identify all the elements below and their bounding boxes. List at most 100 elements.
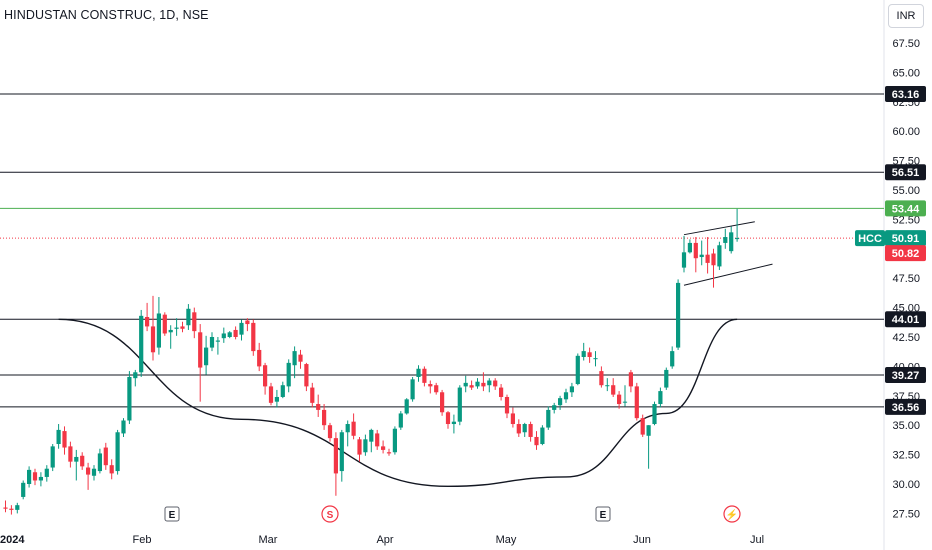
candle-body <box>274 396 279 402</box>
candle-body <box>74 456 79 462</box>
candle-body <box>481 382 486 387</box>
candle-body <box>310 387 315 403</box>
candle-body <box>516 424 521 434</box>
candle-body <box>121 420 126 434</box>
candle-body <box>552 405 557 410</box>
candle-body <box>622 401 628 403</box>
candle-body <box>86 467 91 475</box>
candle-body <box>80 455 85 467</box>
candle-body <box>97 453 102 472</box>
channel-upper-line <box>683 221 755 236</box>
time-tick-label: Jul <box>750 534 764 546</box>
price-tick-label: 27.50 <box>892 508 920 520</box>
earnings-feb-letter: E <box>169 510 176 521</box>
candle-body <box>327 425 333 439</box>
candle-body <box>62 431 67 448</box>
candle-body <box>204 347 209 366</box>
candle-body <box>115 432 120 472</box>
split-mar-marker[interactable]: S <box>321 505 339 523</box>
candle-body <box>717 245 722 267</box>
level-label-resistance-56-box <box>885 164 926 181</box>
candle-body <box>239 322 244 335</box>
candle-body <box>528 424 533 437</box>
candle-body <box>386 452 392 454</box>
level-label-support-44-box <box>885 311 926 328</box>
cup-curve <box>58 318 738 488</box>
candle-body <box>693 242 698 259</box>
candle-body <box>463 382 468 387</box>
ticker-tag-box <box>855 230 885 247</box>
currency-button[interactable]: INR <box>888 4 924 28</box>
candle-body <box>381 446 386 450</box>
candle-body <box>422 368 427 383</box>
candle-body <box>145 317 150 327</box>
earnings-feb-marker[interactable]: E <box>164 506 180 522</box>
candle-body <box>499 387 504 397</box>
level-label-high-53-box <box>885 200 926 217</box>
candle-body <box>304 364 309 387</box>
price-tick-label: 47.50 <box>892 273 920 285</box>
candle-body <box>445 412 451 425</box>
earnings-may-marker[interactable]: E <box>595 506 611 522</box>
flash-jun-marker[interactable]: ⚡ <box>723 505 741 523</box>
candle-body <box>410 379 415 400</box>
symbol-title[interactable]: HINDUSTAN CONSTRUC, 1D, NSE <box>4 8 209 22</box>
price-axis: 67.5065.0062.5060.0057.5055.0052.5050.00… <box>892 38 920 520</box>
earnings-may-letter: E <box>600 510 607 521</box>
time-tick-label: Feb <box>133 534 152 546</box>
candle-body <box>44 468 49 477</box>
candle-body <box>215 340 220 342</box>
candle-body <box>162 314 167 334</box>
candle-body <box>599 371 604 386</box>
candle-body <box>263 365 268 387</box>
candle-body <box>298 354 303 362</box>
candle-body <box>156 313 161 348</box>
candle-body <box>652 404 657 425</box>
flash-jun-badge <box>723 505 741 523</box>
candle-body <box>21 482 26 497</box>
price-tick-label: 35.00 <box>892 420 920 432</box>
earnings-may-badge <box>595 506 611 522</box>
candle-body <box>487 380 492 386</box>
candle-body <box>139 315 144 373</box>
candle-body <box>504 396 510 414</box>
level-label-resistance-63-box <box>885 86 926 103</box>
candle-body <box>398 413 403 428</box>
candle-body <box>103 447 108 466</box>
candle-body <box>534 436 539 446</box>
candle-body <box>434 385 439 393</box>
candle-body <box>233 329 238 337</box>
candle-body <box>451 421 456 425</box>
candle-body <box>227 332 232 337</box>
candle-body <box>540 427 545 445</box>
time-tick-label: Mar <box>259 534 278 546</box>
candle-body <box>150 326 156 353</box>
candle-body <box>646 425 651 436</box>
candle-body <box>316 404 321 410</box>
candle-body <box>546 409 551 428</box>
candles <box>3 208 740 515</box>
candle-body <box>563 392 569 400</box>
price-labels: 63.16 56.51 53.44 44.01 39.27 36.56 HCC 50.91 50… <box>855 86 926 415</box>
price-tick-label: 42.50 <box>892 332 920 344</box>
candle-body <box>735 238 740 240</box>
candle-body <box>268 386 274 403</box>
candle-body <box>186 308 191 326</box>
candle-body <box>705 254 710 263</box>
candle-body <box>109 465 114 474</box>
candle-body <box>581 351 586 357</box>
time-axis: 2024 Feb Mar Apr May Jun Jul <box>0 534 764 546</box>
candle-body <box>345 424 350 433</box>
candle-body <box>3 507 8 509</box>
price-tick-label: 65.00 <box>892 67 920 79</box>
candle-body <box>198 332 203 368</box>
candle-body <box>351 421 356 436</box>
event-markers[interactable]: E S E ⚡ <box>164 505 741 523</box>
candle-body <box>611 385 616 395</box>
level-label-resistance-56-text: 56.51 <box>892 167 920 179</box>
last-price-label-text: 50.91 <box>892 233 920 245</box>
price-tick-label: 32.50 <box>892 450 920 462</box>
candle-body <box>628 372 633 387</box>
candle-body <box>587 352 592 357</box>
